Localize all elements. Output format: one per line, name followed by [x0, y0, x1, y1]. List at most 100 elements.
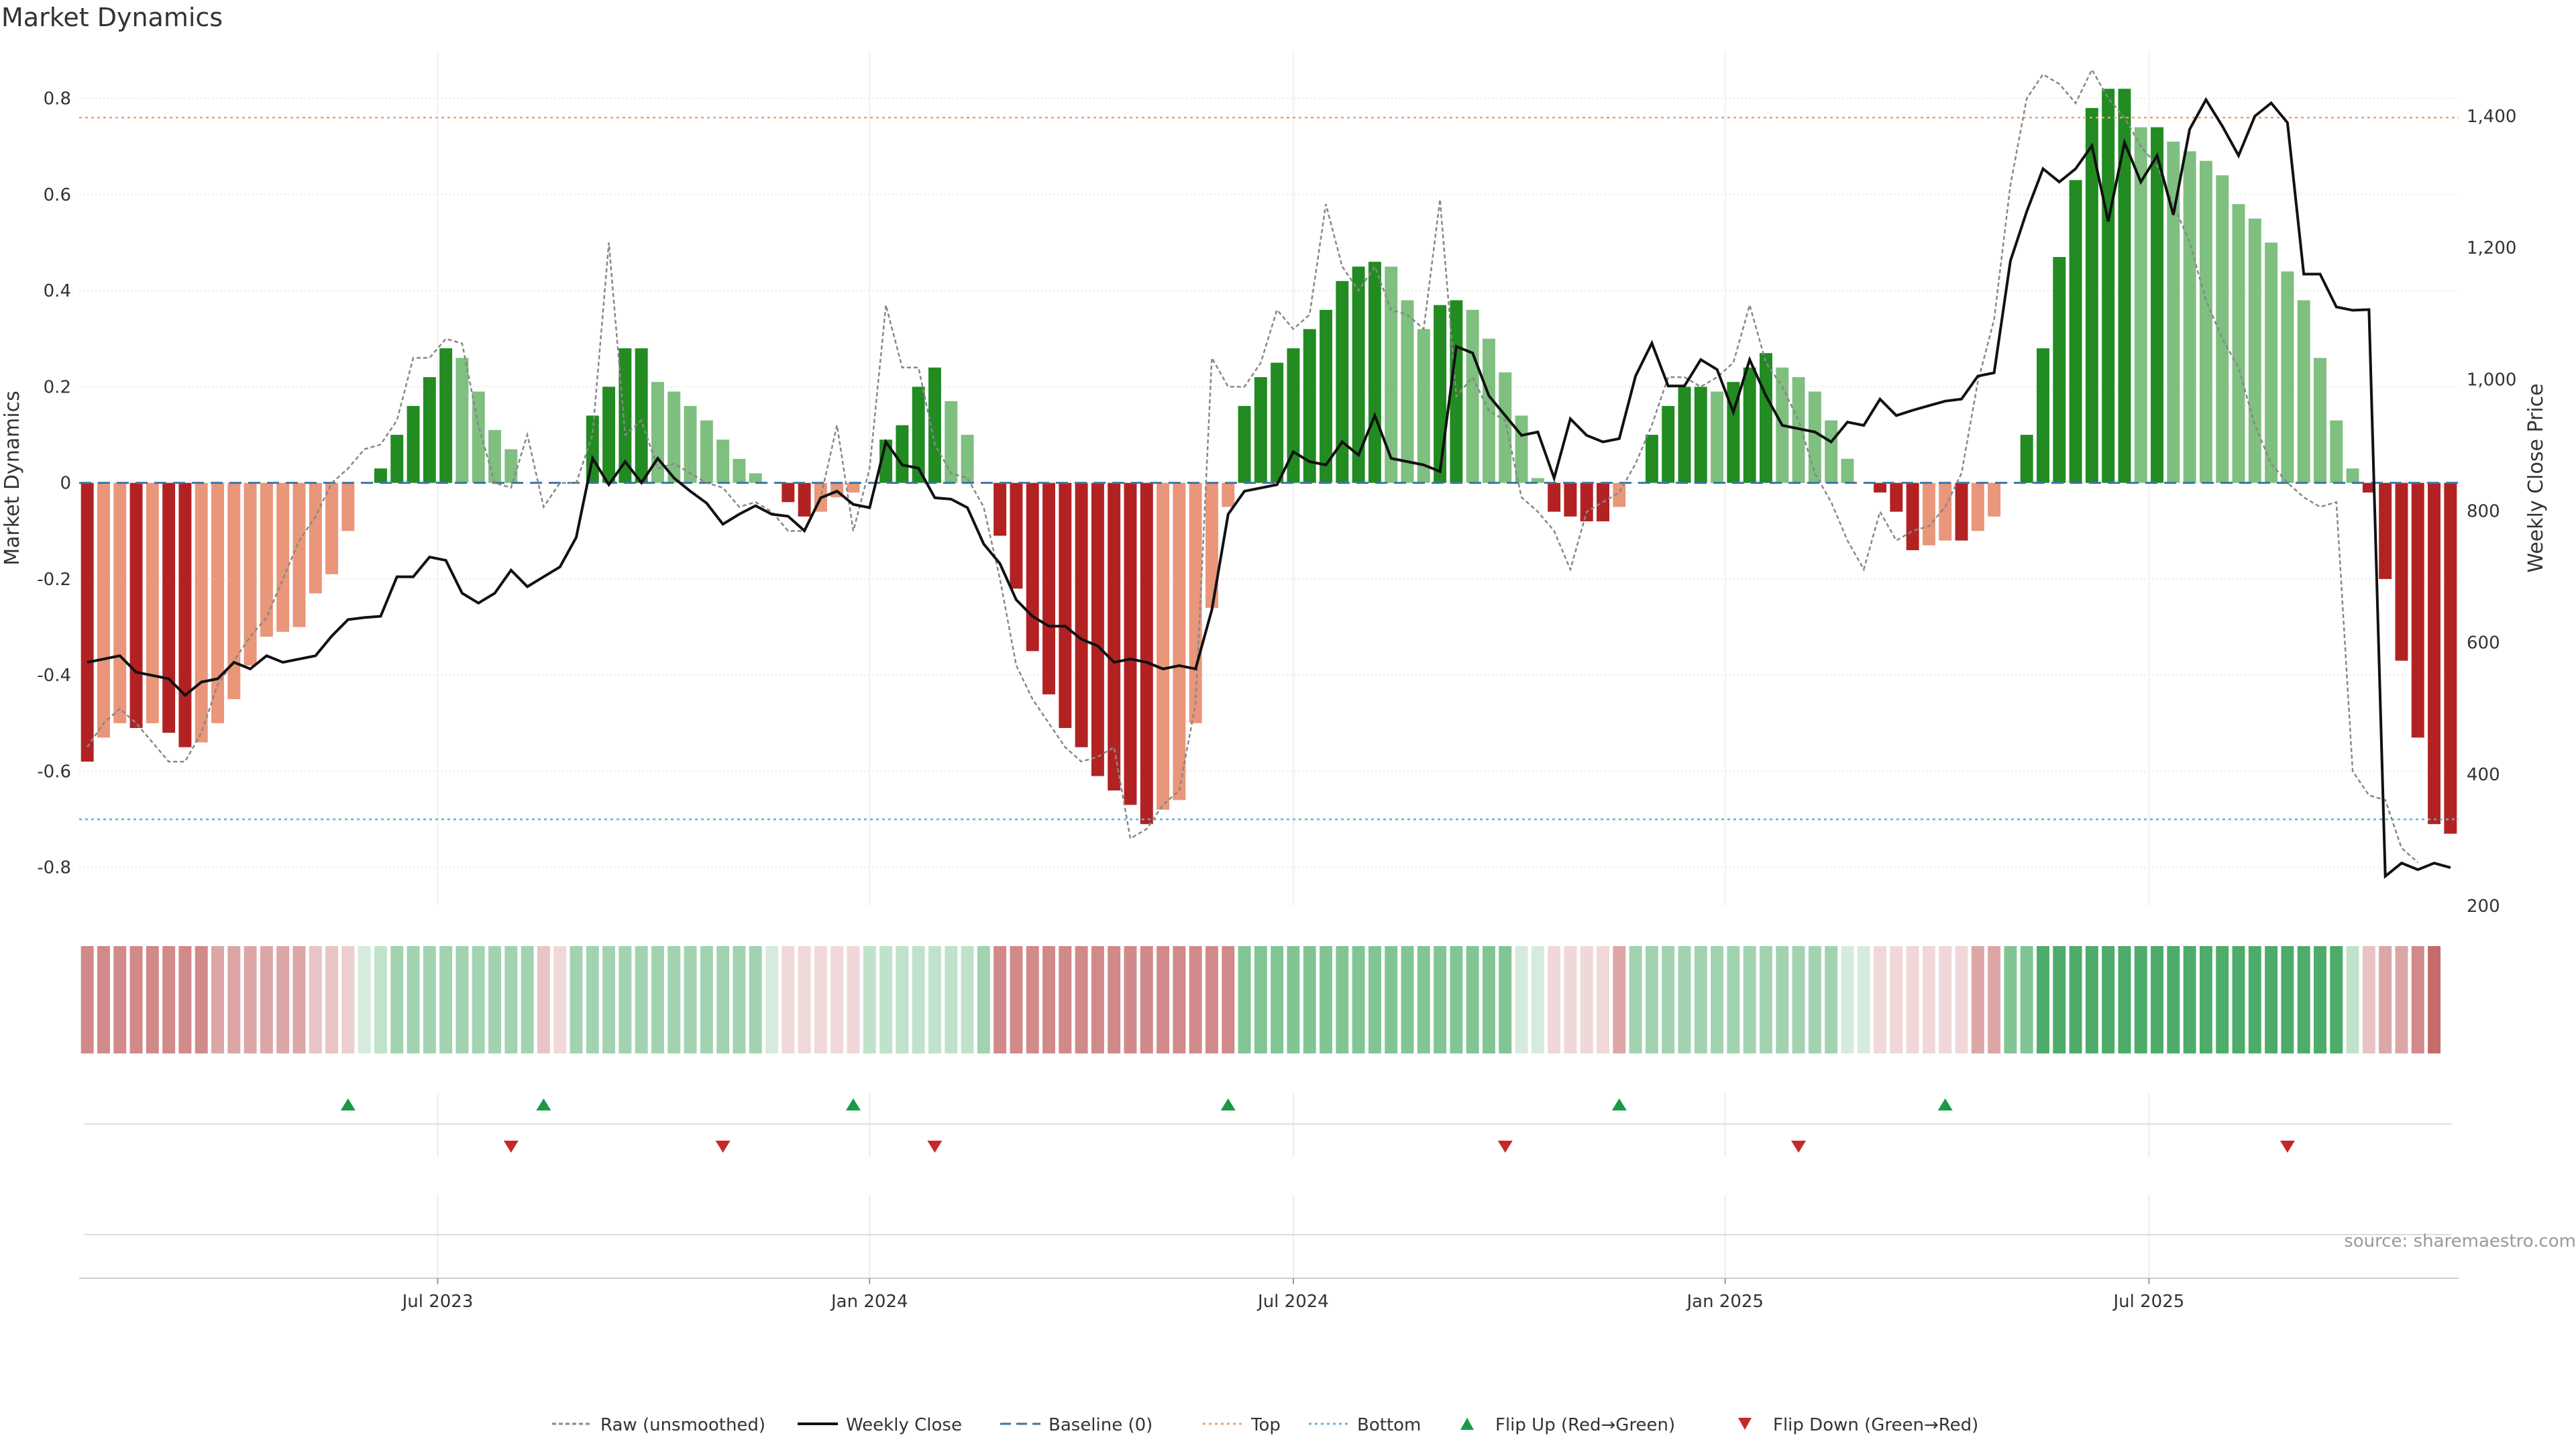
bar	[2232, 204, 2245, 483]
bar	[325, 482, 339, 574]
strip-cell	[1352, 946, 1365, 1053]
strip-cell	[341, 946, 355, 1053]
bar	[2346, 468, 2359, 483]
y2-tick-label: 400	[2467, 765, 2500, 785]
strip-cell	[439, 946, 453, 1053]
strip-cell	[178, 946, 192, 1053]
strip-cell	[1548, 946, 1561, 1053]
strip-cell	[390, 946, 404, 1053]
flip-up-marker	[340, 1098, 356, 1110]
strip-cell	[2330, 946, 2343, 1053]
strip-cell	[1222, 946, 1235, 1053]
bar	[2183, 151, 2196, 483]
strip-cell	[651, 946, 664, 1053]
legend-item: Bottom	[1309, 1415, 1421, 1435]
bar	[80, 482, 94, 762]
bar	[1417, 329, 1430, 483]
strip-cell	[358, 946, 371, 1053]
bar	[2020, 435, 2033, 483]
strip-cell	[2265, 946, 2278, 1053]
strip-cell	[1238, 946, 1251, 1053]
legend-item: Flip Up (Red→Green)	[1460, 1415, 1675, 1435]
strip-cell	[1613, 946, 1626, 1053]
bar	[1026, 482, 1039, 652]
legend-label: Weekly Close	[846, 1415, 962, 1435]
legend-label: Top	[1250, 1415, 1281, 1435]
legend-item: Top	[1203, 1415, 1281, 1435]
strip-cell	[945, 946, 958, 1053]
strip-cell	[1091, 946, 1104, 1053]
y2-tick-label: 800	[2467, 502, 2500, 522]
legend: Raw (unsmoothed) Weekly Close Baseline (0)…	[552, 1415, 1978, 1435]
bar	[129, 482, 143, 728]
bar	[1434, 305, 1447, 483]
strip-cell	[553, 946, 567, 1053]
y2-tick-label: 600	[2467, 633, 2500, 654]
strip-cell	[1857, 946, 1870, 1053]
strip-cell	[2167, 946, 2180, 1053]
bar	[292, 482, 306, 627]
flip-down-marker	[1791, 1141, 1807, 1153]
bar	[1287, 348, 1300, 483]
y-tick-label: 0	[60, 474, 71, 494]
bar	[1906, 482, 1919, 550]
bar	[2216, 175, 2229, 483]
strip-cell	[488, 946, 501, 1053]
bar	[2167, 142, 2180, 483]
strip-cell	[1303, 946, 1316, 1053]
strip-cell	[260, 946, 273, 1053]
strip-cell	[1988, 946, 2001, 1053]
strip-cell	[1760, 946, 1772, 1053]
bar	[847, 482, 860, 492]
flip-up-marker	[1220, 1098, 1236, 1110]
strip-cell	[684, 946, 697, 1053]
bar	[1564, 482, 1577, 517]
y-tick-label: 0.6	[44, 185, 71, 205]
legend-swatch-flip-up	[1460, 1418, 1474, 1430]
strip-cell	[749, 946, 762, 1053]
strip-cell	[977, 946, 990, 1053]
bar	[162, 482, 176, 733]
bar	[1205, 482, 1218, 608]
bar	[1613, 482, 1626, 507]
strip-cell	[1450, 946, 1463, 1053]
bar	[1711, 391, 1724, 483]
bar	[1760, 353, 1772, 483]
strip-cell	[2020, 946, 2033, 1053]
strip-cell	[423, 946, 436, 1053]
strip-cell	[830, 946, 844, 1053]
bar	[961, 435, 974, 483]
bar	[1303, 329, 1316, 483]
strip-cell	[1743, 946, 1756, 1053]
strip-cell	[407, 946, 420, 1053]
bar	[1531, 478, 1544, 483]
strip-cell	[1271, 946, 1284, 1053]
strip-cell	[928, 946, 941, 1053]
strip-cell	[211, 946, 224, 1053]
strip-cell	[227, 946, 241, 1053]
strip-cell	[2134, 946, 2147, 1053]
flip-up-marker	[1937, 1098, 1953, 1110]
flip-down-marker	[2279, 1141, 2295, 1153]
strip-cell	[1971, 946, 1984, 1053]
bar	[2037, 348, 2049, 483]
flip-down-marker	[1497, 1141, 1513, 1153]
strip-cell	[1157, 946, 1170, 1053]
bar	[1222, 482, 1235, 507]
strip-cell	[863, 946, 876, 1053]
legend-item: Flip Down (Green→Red)	[1738, 1415, 1978, 1435]
strip-cell	[455, 946, 469, 1053]
bar	[2053, 257, 2066, 483]
bar	[390, 435, 404, 483]
bar	[586, 415, 599, 483]
bar	[309, 482, 322, 594]
strip-cell	[716, 946, 730, 1053]
bar	[1841, 458, 1854, 483]
bar	[1108, 482, 1121, 791]
x-tick-label: Jan 2024	[830, 1292, 908, 1312]
strip-cell	[2199, 946, 2212, 1053]
bar	[2330, 420, 2343, 483]
bar	[1988, 482, 2001, 517]
strip-cell	[733, 946, 746, 1053]
